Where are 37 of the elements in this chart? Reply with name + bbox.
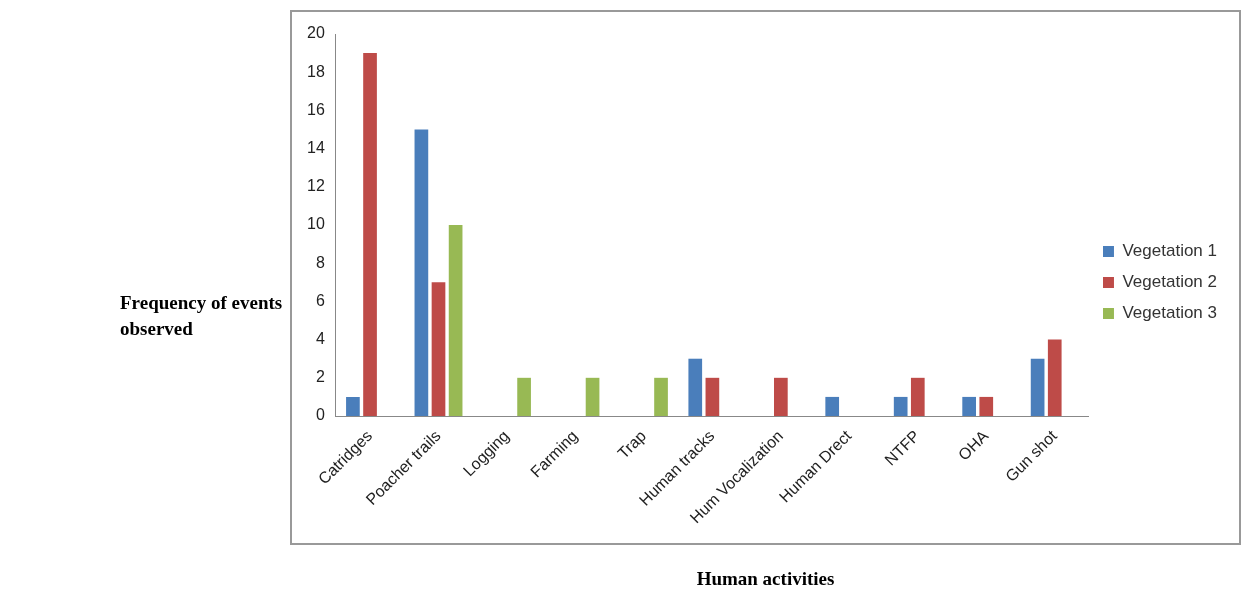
y-tick-label: 12 (307, 177, 325, 195)
x-tick-label: Gun shot (1002, 426, 1061, 485)
bar (979, 396, 994, 417)
y-tick-label: 10 (307, 215, 325, 233)
bar (893, 396, 908, 417)
legend-label: Vegetation 1 (1122, 241, 1217, 261)
y-tick-label: 4 (315, 330, 325, 348)
legend-label: Vegetation 2 (1122, 272, 1217, 292)
y-tick-label: 0 (315, 406, 325, 424)
bar (910, 377, 925, 417)
bar (688, 358, 703, 417)
y-axis-title: Frequency of events observed (120, 291, 284, 341)
bar (363, 53, 377, 417)
bar (705, 377, 720, 417)
bar (962, 396, 976, 417)
bar (1030, 358, 1045, 417)
x-tick-label: Trap (614, 426, 650, 462)
x-tick-label: OHA (954, 426, 992, 464)
bar (517, 377, 531, 417)
bar (585, 377, 600, 417)
bar (774, 377, 788, 417)
y-tick-label: 16 (307, 100, 325, 118)
x-axis-title: Human activities (695, 568, 836, 590)
y-tick-label: 2 (315, 368, 325, 386)
y-tick-label: 14 (307, 139, 325, 157)
bar (431, 282, 446, 417)
bar (346, 396, 360, 417)
legend-label: Vegetation 3 (1122, 303, 1217, 323)
bar (414, 129, 429, 417)
y-tick-label: 6 (315, 291, 325, 309)
y-tick-label: 18 (307, 62, 325, 80)
y-tick-label: 8 (315, 253, 325, 271)
bar (448, 225, 463, 417)
bar (825, 396, 840, 417)
bar (654, 377, 668, 417)
y-tick-label: 20 (307, 24, 325, 42)
bar (1047, 339, 1062, 417)
